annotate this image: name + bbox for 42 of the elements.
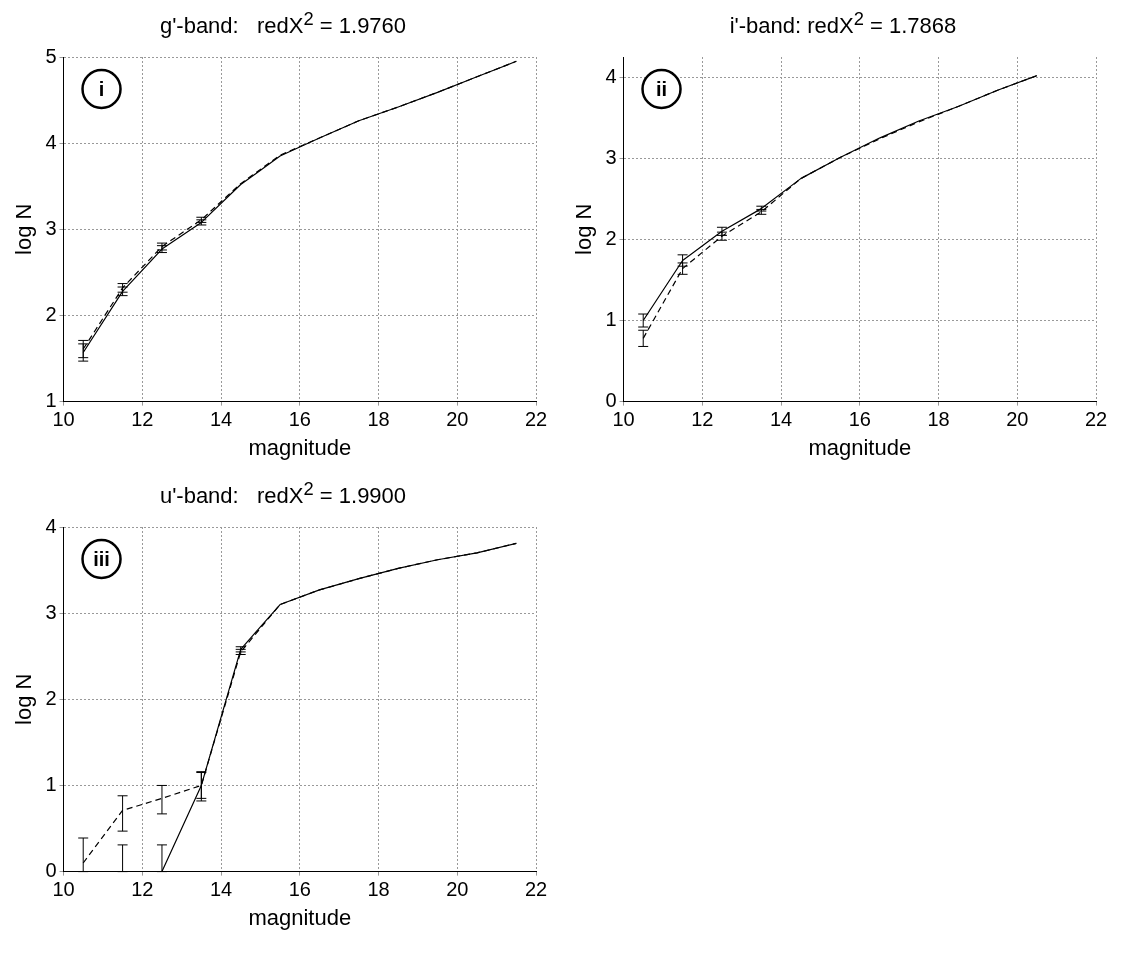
x-tick-label: 20 (1006, 408, 1029, 431)
y-tick-label: 3 (605, 145, 617, 168)
y-tick-label: 4 (45, 514, 57, 537)
x-tick-label: 18 (367, 878, 390, 901)
annotation: iii (93, 547, 110, 570)
y-axis-title: log N (11, 673, 37, 725)
x-tick-label: 18 (367, 408, 390, 431)
y-tick-label: 3 (45, 216, 57, 239)
y-axis-title: log N (571, 203, 597, 255)
x-tick-label: 12 (691, 408, 714, 431)
y-tick-label: 5 (45, 44, 57, 67)
x-tick-label: 16 (288, 408, 311, 431)
y-tick-label: 1 (45, 772, 57, 795)
chart-title: g'-band: redX$^{2}$ = 1.9760 (158, 8, 408, 41)
annotation: i (98, 77, 105, 100)
x-tick-label: 22 (1084, 408, 1108, 431)
y-tick-label: 2 (605, 226, 617, 249)
x-axis-title: magnitude (808, 434, 912, 460)
chart-title: i'-band: redX$^{2}$ = 1.7868 (728, 8, 958, 41)
x-tick-label: 18 (927, 408, 950, 431)
x-tick-label: 20 (446, 408, 469, 431)
x-tick-label: 14 (769, 408, 793, 431)
y-tick-label: 2 (45, 686, 57, 709)
x-tick-label: 16 (848, 408, 871, 431)
x-tick-label: 16 (288, 878, 311, 901)
y-tick-label: 4 (45, 130, 57, 153)
x-tick-label: 22 (524, 878, 548, 901)
x-tick-label: 12 (131, 878, 154, 901)
y-tick-label: 4 (605, 64, 617, 87)
y-tick-label: 2 (45, 302, 57, 325)
x-tick-label: 22 (524, 408, 548, 431)
y-tick-label: 1 (605, 308, 617, 331)
x-axis-title: magnitude (248, 904, 352, 930)
x-tick-label: 20 (446, 878, 469, 901)
x-tick-label: 14 (209, 878, 233, 901)
x-tick-label: 12 (131, 408, 154, 431)
x-tick-label: 14 (209, 408, 233, 431)
y-axis-title: log N (11, 203, 37, 255)
chart-title: u'-band: redX$^{2}$ = 1.9900 (158, 478, 408, 511)
x-axis-title: magnitude (248, 434, 352, 460)
annotation: ii (655, 77, 668, 100)
y-tick-label: 3 (45, 600, 57, 623)
